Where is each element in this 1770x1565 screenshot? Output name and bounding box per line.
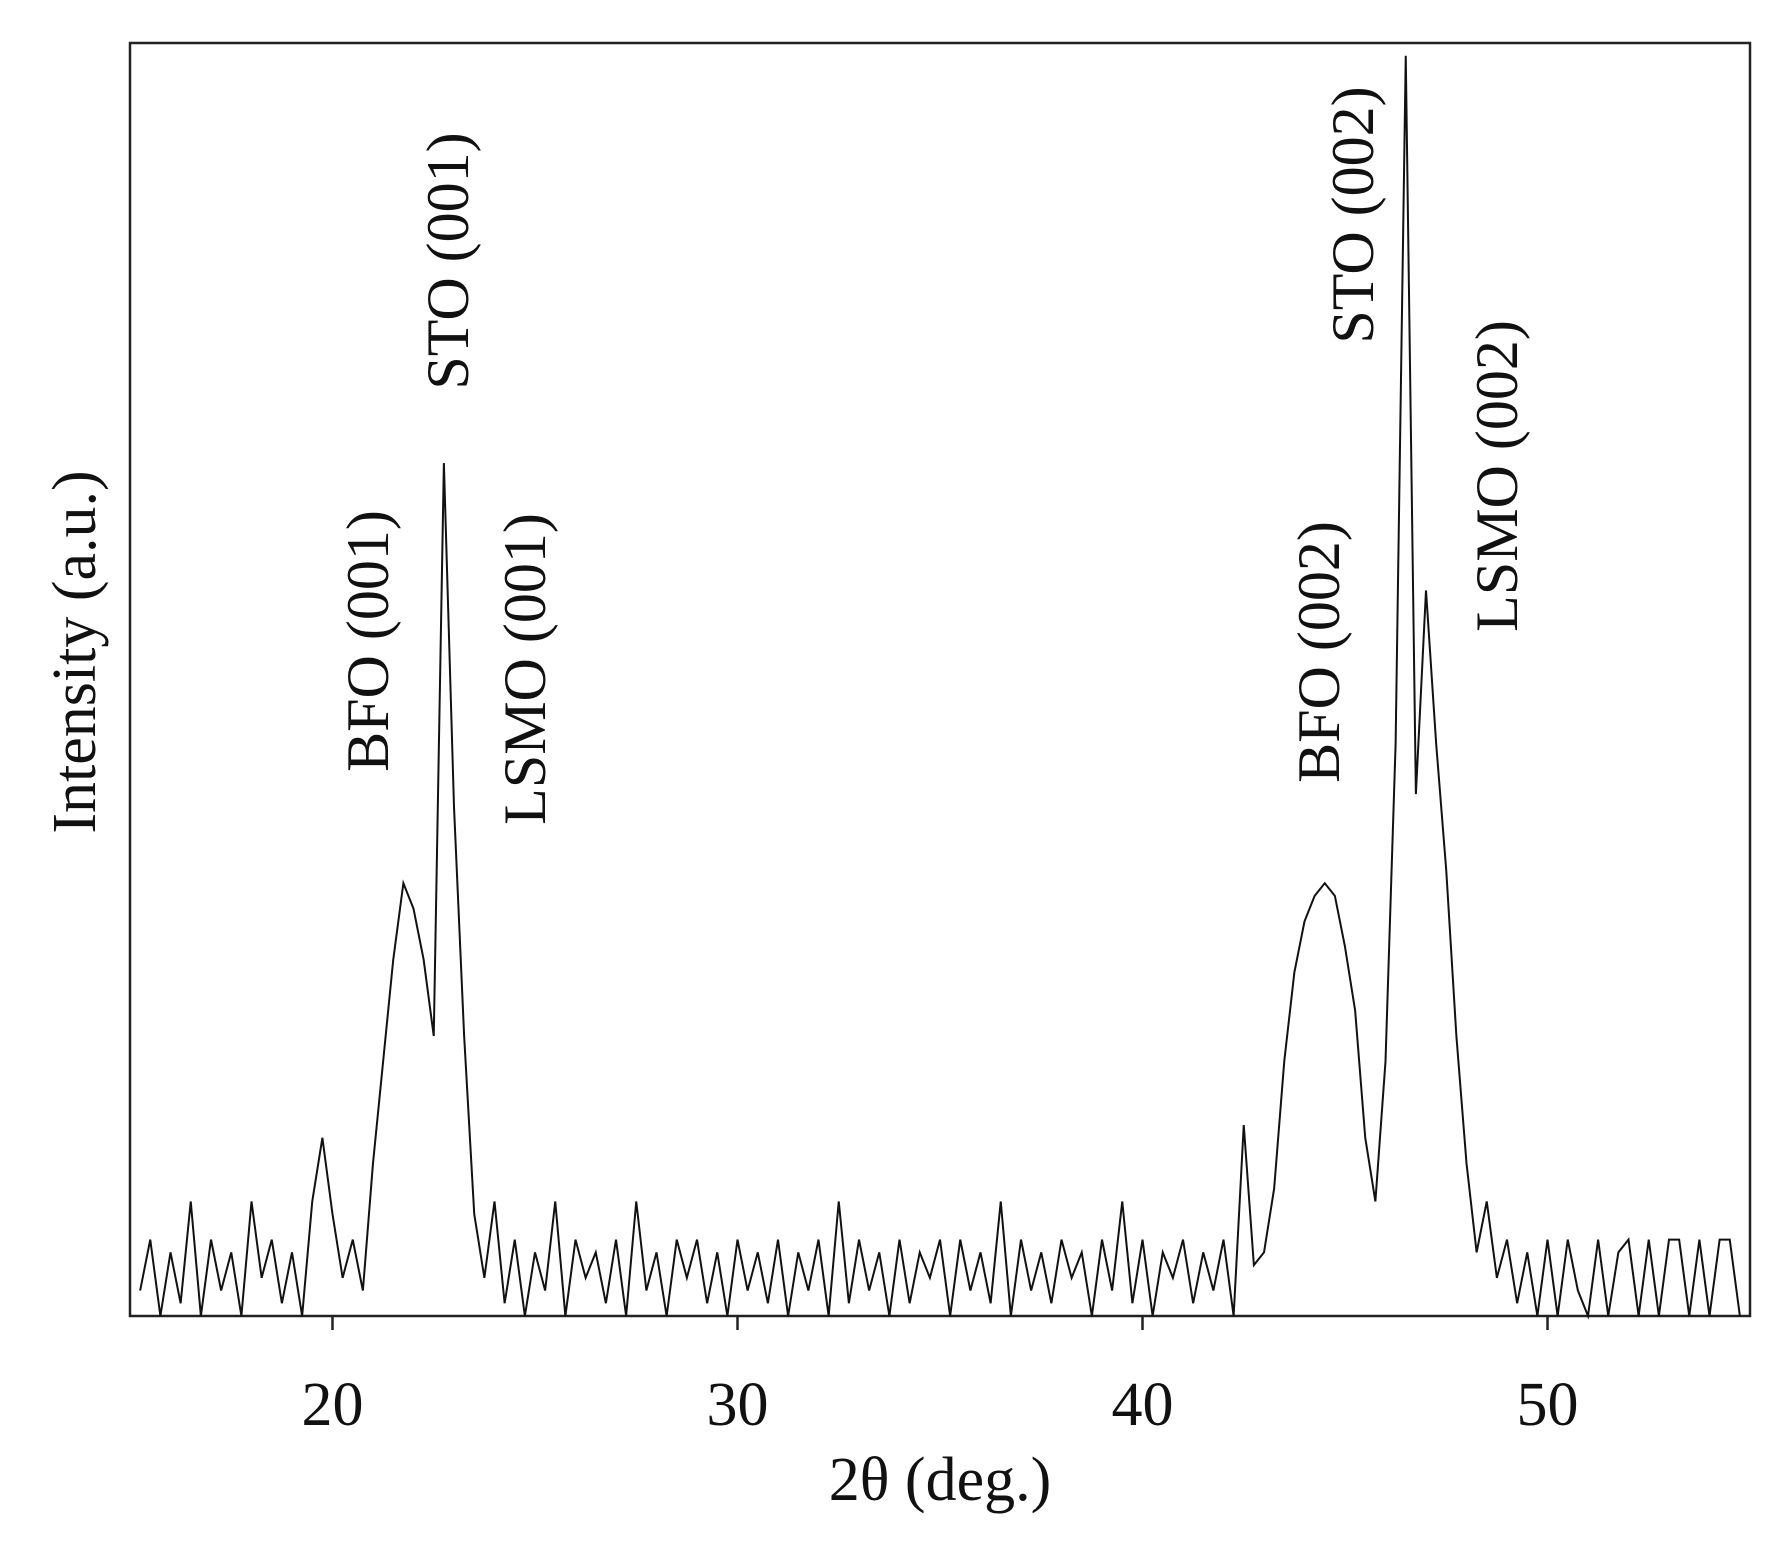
peak-label: LSMO (002) bbox=[1464, 320, 1530, 632]
plot-frame bbox=[128, 41, 1752, 1318]
x-tick-label: 30 bbox=[707, 1371, 769, 1439]
peak-label: BFO (002) bbox=[1286, 521, 1352, 783]
peak-label: BFO (001) bbox=[335, 510, 401, 772]
x-tick-label: 40 bbox=[1112, 1371, 1174, 1439]
peak-label: LSMO (001) bbox=[492, 513, 558, 825]
y-axis-label: Intensity (a.u.) bbox=[41, 470, 109, 833]
x-axis-label: 2θ (deg.) bbox=[829, 1446, 1052, 1514]
x-tick-label: 50 bbox=[1517, 1371, 1579, 1439]
data-line bbox=[139, 55, 1741, 1320]
x-tick-label: 20 bbox=[302, 1371, 364, 1439]
peak-label: STO (001) bbox=[415, 132, 481, 389]
peak-label: STO (002) bbox=[1320, 86, 1386, 343]
